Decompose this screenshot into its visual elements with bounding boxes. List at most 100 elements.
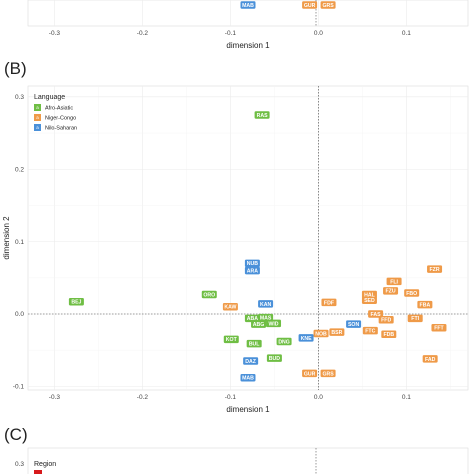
panel-c-y-tick: 0.3 <box>15 461 24 468</box>
data-point-box <box>381 330 397 339</box>
panel-c-partial: Region 0.3 <box>15 447 469 474</box>
data-point: BUL <box>246 339 262 348</box>
data-point-box <box>302 369 318 378</box>
data-point-label: GRS <box>322 3 334 9</box>
x-tick-label: -0.2 <box>137 394 149 401</box>
data-point-box <box>321 298 337 307</box>
legend-label: Nilo-Saharan <box>45 126 77 132</box>
data-point-box <box>329 328 345 336</box>
panel-c-legend-key <box>34 470 42 474</box>
legend-key <box>34 104 41 111</box>
data-point-box <box>258 313 274 322</box>
data-point-label: FTI <box>411 316 419 322</box>
x-tick-label: 0.1 <box>402 394 411 401</box>
data-point-label: ABG <box>253 322 265 328</box>
data-point-label: FDF <box>324 300 334 306</box>
data-point-box <box>244 259 260 268</box>
data-point-box <box>378 316 394 324</box>
data-point-box <box>298 334 314 342</box>
data-point: FDF <box>321 298 337 307</box>
data-point-box <box>266 354 282 362</box>
data-point-label: BSR <box>331 330 342 336</box>
data-point-label: FDB <box>383 332 394 338</box>
data-point-label: DNG <box>278 339 290 345</box>
data-point-label: WID <box>268 321 278 327</box>
data-point: HAL <box>361 290 377 298</box>
data-point-box <box>243 357 259 365</box>
data-point: SON <box>346 320 362 328</box>
data-point-box <box>407 314 423 323</box>
data-point-box <box>404 289 420 297</box>
data-point-label: SED <box>364 298 375 304</box>
data-point-box <box>276 337 292 346</box>
data-point-label: DAZ <box>245 359 256 365</box>
data-point-box <box>427 265 443 273</box>
data-point-box <box>313 329 329 338</box>
data-point-box <box>361 296 377 304</box>
data-point-label: FZR <box>430 267 440 273</box>
data-point-label: SON <box>348 322 359 328</box>
data-point: KAN <box>258 300 274 308</box>
data-point-label: FZU <box>386 289 396 295</box>
data-point-label: ORO <box>203 292 215 298</box>
panel-a-grid <box>54 0 407 26</box>
data-point: ARA <box>244 266 260 274</box>
data-point-box <box>346 320 362 328</box>
data-point-box <box>244 314 260 323</box>
data-point-box <box>383 287 399 295</box>
y-tick-label: 0.3 <box>15 94 24 101</box>
data-point-label: NUB <box>247 261 258 267</box>
panel-c-legend-title: Region <box>34 461 56 468</box>
data-point: FBA <box>417 300 433 308</box>
data-point-label: MAS <box>260 316 272 322</box>
data-point-box <box>431 324 447 332</box>
data-point-label: GUR <box>304 371 316 377</box>
legend: Language a Afro-Asiatic a Niger-Congo a Nilo-… <box>34 94 77 132</box>
data-point: FFD <box>378 316 394 324</box>
y-tick-label: 0.2 <box>15 166 24 173</box>
data-point: MAB <box>240 373 256 382</box>
data-point: MAS <box>258 313 274 322</box>
panel-a-x-tick-label: 0.1 <box>402 30 411 37</box>
data-point-box <box>201 290 217 299</box>
panel-a-point-labels: MAB GUR GRS <box>240 1 336 9</box>
panel-a-x-tick-label: -0.1 <box>225 30 237 37</box>
data-point-label: FTC <box>365 329 375 335</box>
y-tick-label: 0.1 <box>15 239 24 246</box>
legend-key-glyph: a <box>36 115 39 120</box>
data-point-box <box>68 297 84 306</box>
panel-a-x-axis-title: dimension 1 <box>226 41 270 50</box>
data-point: RAS <box>254 111 270 119</box>
data-point-label: NOB <box>315 331 327 337</box>
data-point-label: KAW <box>224 305 236 311</box>
data-point-label: BUL <box>249 342 260 348</box>
y-axis-title: dimension 2 <box>2 216 11 260</box>
data-point: FDB <box>381 330 397 339</box>
panel-c-border <box>27 447 469 474</box>
legend-key-glyph: a <box>36 105 39 110</box>
data-point: FAD <box>422 355 438 363</box>
legend-items: a Afro-Asiatic a Niger-Congo a Nilo-Saharan <box>34 104 77 132</box>
legend-key <box>34 114 41 121</box>
data-point-box <box>258 300 274 308</box>
data-point: FZR <box>427 265 443 273</box>
data-point: ABA <box>244 314 260 323</box>
data-point-label: KOT <box>226 337 238 343</box>
legend-title: Language <box>34 94 65 101</box>
data-point: ORO <box>201 290 217 299</box>
data-point: KOT <box>223 335 239 343</box>
data-point-label: FFD <box>381 318 391 324</box>
y-tick-label: -0.1 <box>13 384 25 391</box>
legend-key-glyph: a <box>36 125 39 130</box>
data-point-label: ARA <box>247 268 258 274</box>
y-tick-label: 0.0 <box>15 311 24 318</box>
panel-b-letter: (B) <box>4 59 27 78</box>
data-point: FZU <box>383 287 399 295</box>
panel-a-x-ticks: -0.3 -0.2 -0.1 0.0 0.1 <box>49 30 411 37</box>
data-point: FBO <box>404 289 420 297</box>
data-point: FTI <box>407 314 423 323</box>
data-point-label: FBA <box>420 302 431 308</box>
data-point-box <box>266 319 282 328</box>
